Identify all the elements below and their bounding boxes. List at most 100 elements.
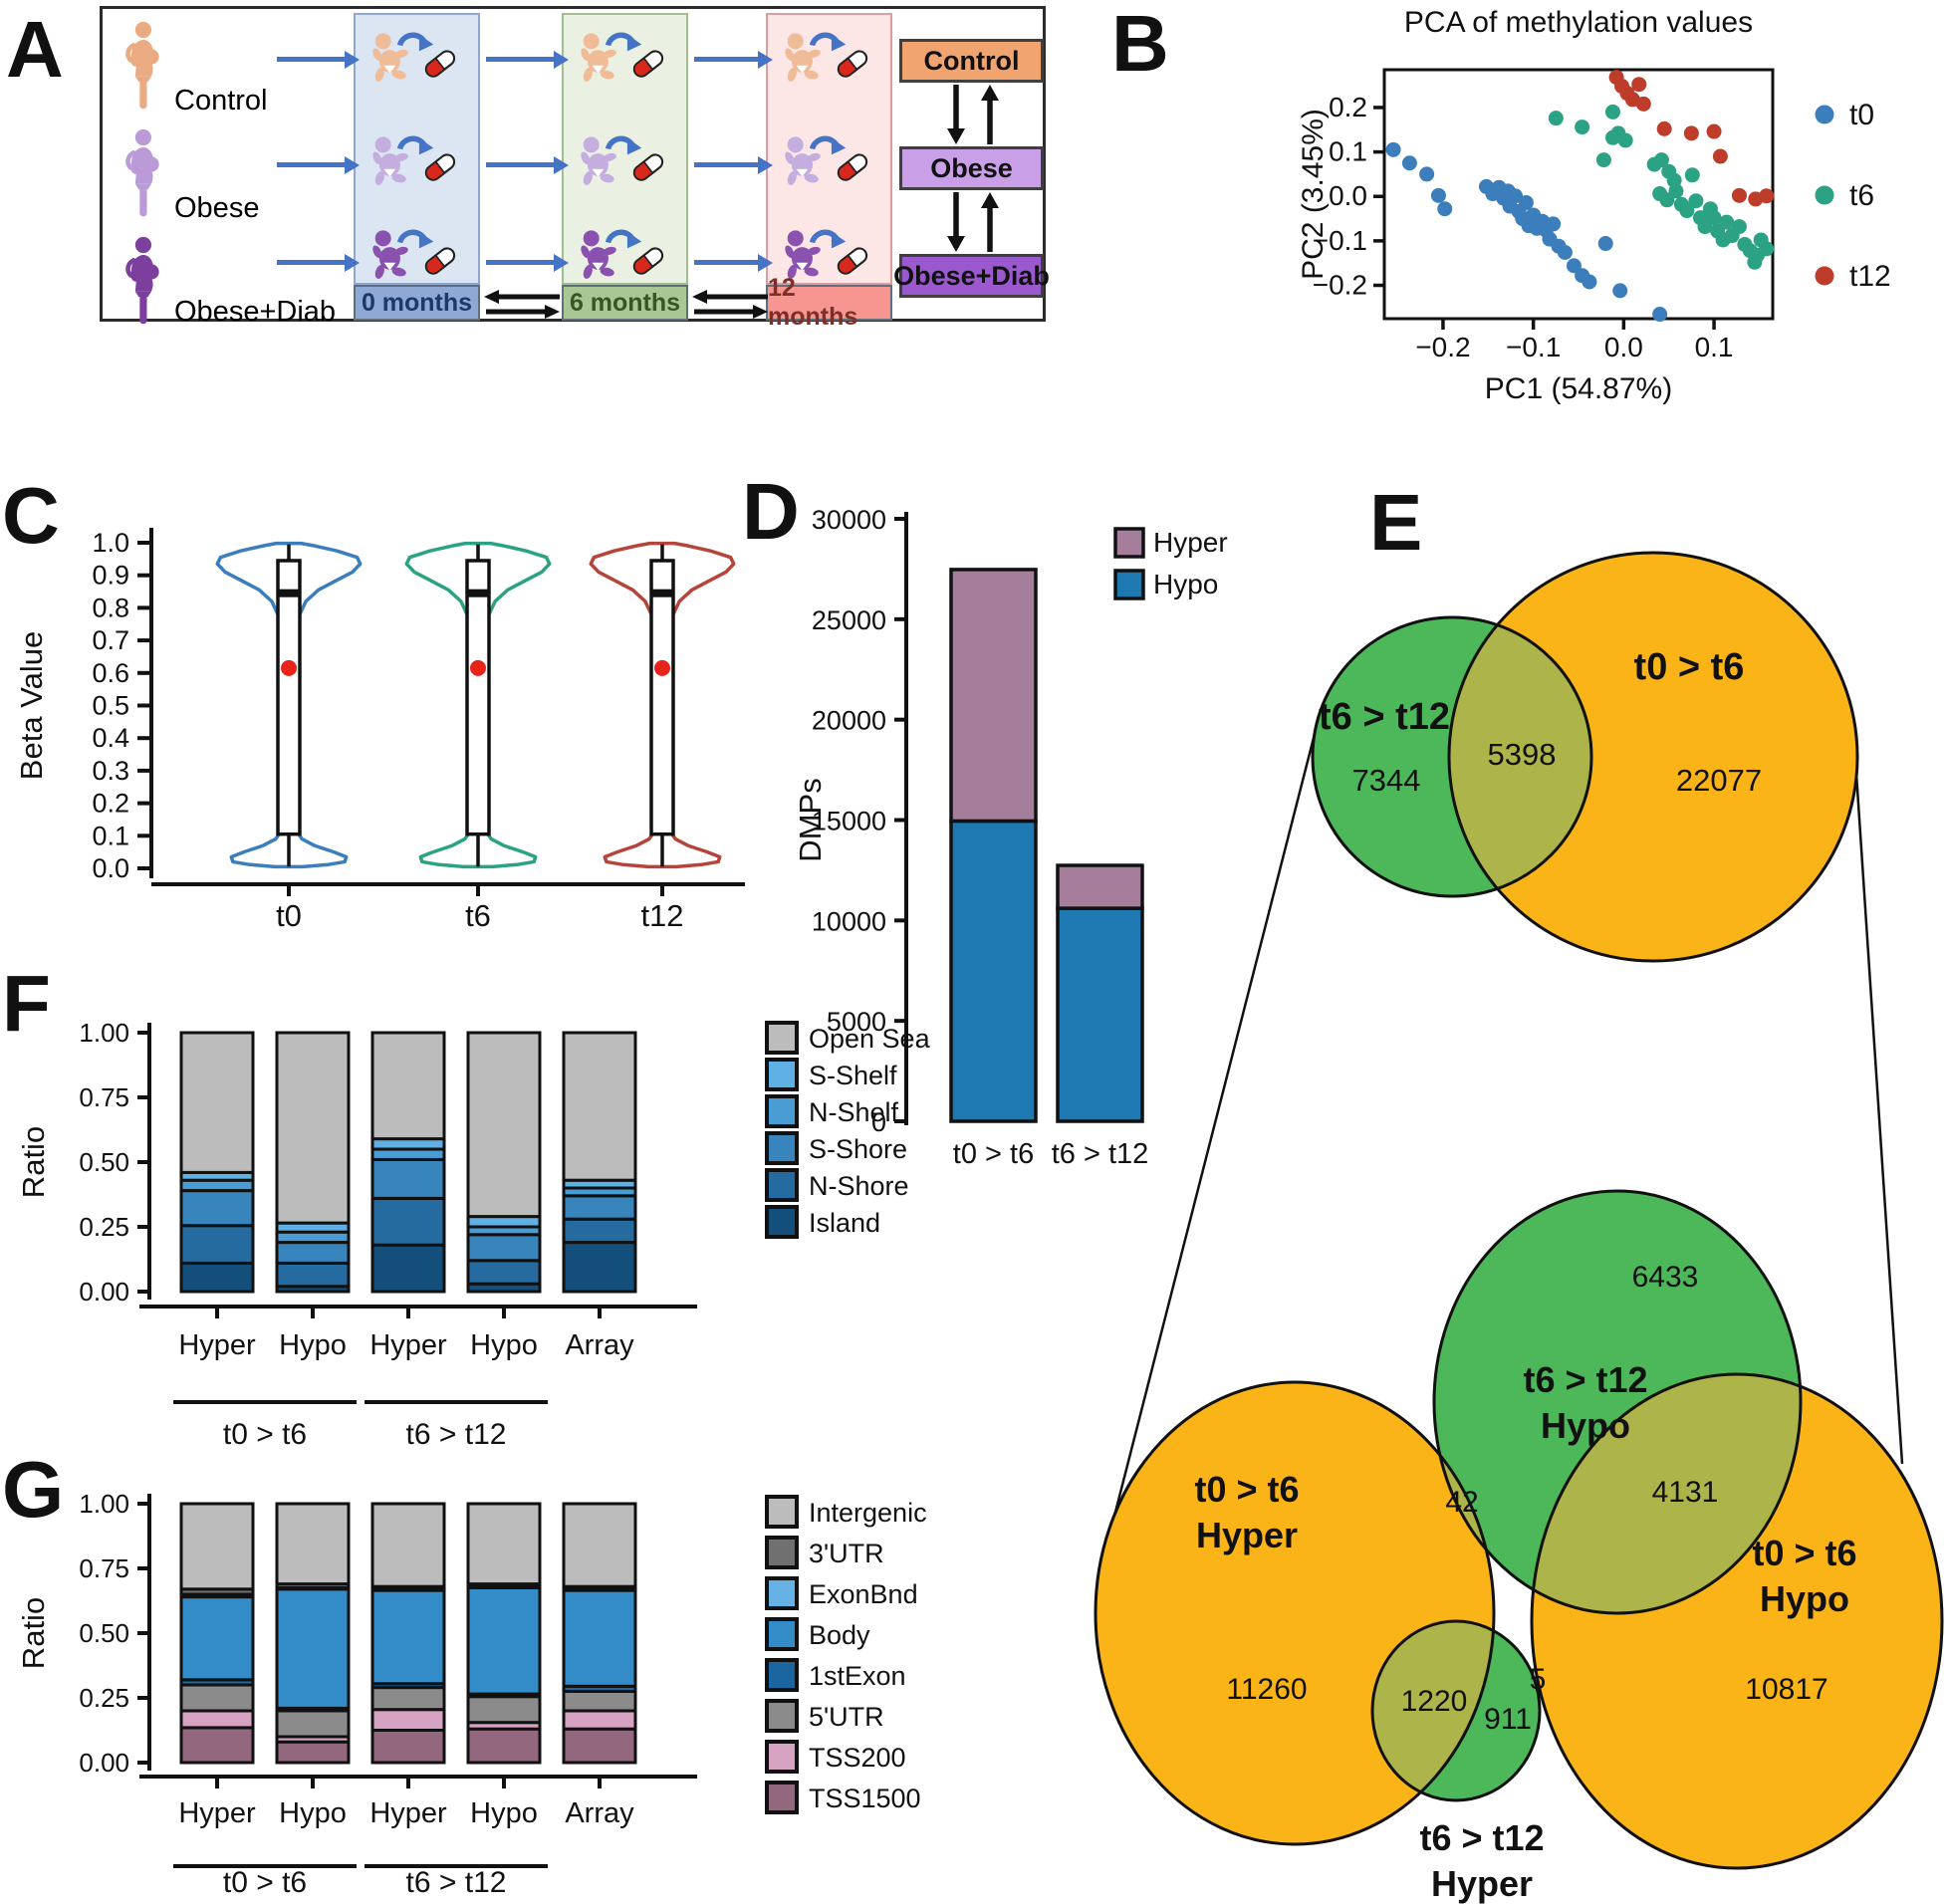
blood-sample-icon [632,50,664,78]
venn-set-t0t6 [1449,553,1857,961]
legend-label: TSS200 [809,1743,906,1773]
sampling-arrow-icon [605,32,642,52]
scatter-point-t6 [1719,214,1735,230]
blood-sample-icon [837,50,868,78]
y-tick-label: 0.75 [79,1553,129,1583]
legend-label: Island [809,1208,880,1238]
y-axis-label: Ratio [16,1126,51,1198]
dmps-stacked-bar-chart: 0 5000 10000 15000 20000 25000 30000 DMPs t0 > t… [793,505,1228,1170]
scatter-point-t0 [1385,141,1401,157]
flow-arrow-icon [694,50,773,69]
y-axis-label: Ratio [16,1597,51,1669]
venn-outline-hyper612 [1370,1619,1542,1802]
bar-segment-S-Shore [370,1157,446,1200]
group-label: t0 > t6 [223,1418,307,1451]
group-label: Control [174,85,268,117]
x-category-label: t12 [640,898,683,933]
bar-segment-N-Shore [466,1259,542,1286]
cpg-context-bar-chart: 0.00 0.25 0.50 0.75 1.00 Ratio Hyper Hypo Hyper H… [16,1018,931,1451]
scatter-point-t0 [1546,216,1562,232]
axis-line [1853,758,1904,1465]
sample-cell [372,32,456,82]
bar-segment-Open Sea [179,1031,255,1174]
scatter-point-t12 [1712,148,1728,164]
panel-label-e: E [1369,478,1423,567]
scatter-point-t0 [1612,283,1628,299]
timepoint-column-2 [766,13,892,285]
baby-icon [581,33,616,82]
flow-arrow-icon [277,50,360,69]
x-category-label: Array [565,1329,634,1361]
y-axis-label: DMPs [793,778,828,861]
timepoint-column-0 [354,13,480,285]
bar-segment-Island [179,1261,255,1294]
legend-swatch-5'UTR [765,1699,799,1733]
panel-a-study-design: Control Obese Obese+Diab 0 months 6 months 12… [100,6,1050,331]
x-category-label: Hyper [178,1797,256,1829]
x-category-label: Hypo [470,1329,538,1361]
y-tick-label: 0.00 [79,1748,129,1778]
blood-sample-icon [424,153,456,181]
y-tick-label: 0 [871,1107,886,1137]
bar-segment-TSS200 [179,1709,255,1730]
month-box-1: 6 months [562,285,688,321]
scatter-point-t6 [1688,193,1704,209]
venn-count: 22077 [1676,763,1762,798]
month-exchange-arrows-icon [692,290,768,319]
baby-icon [372,230,408,279]
bar-segment-5'UTR [179,1683,255,1713]
venn-set-label: t6 > t12 [1319,696,1450,738]
venn-overlap-count: 4131 [1652,1476,1719,1509]
bar-segment-S-Shelf [370,1137,446,1151]
bar-segment-S-Shore [466,1233,542,1263]
panel-label-d: D [742,467,800,556]
sampling-arrow-icon [605,229,642,249]
bar-segment-TSS1500 [275,1740,351,1765]
bar-segment-N-Shore [179,1224,255,1265]
scatter-point-t6 [1684,167,1700,183]
flow-arrow-icon [694,155,773,174]
y-tick-label: 0.50 [79,1147,129,1177]
bar-segment-Body [179,1595,255,1682]
bar-segment-Intergenic [370,1502,446,1588]
scatter-point-t6 [1653,152,1669,168]
venn-set-sublabel: Hypo [1760,1578,1849,1619]
venn-set-sublabel: Hypo [1541,1405,1630,1446]
y-tick-label: 0.8 [92,593,129,622]
sample-cell-wrap [776,224,875,293]
axis-line [1108,733,1317,1533]
scatter-point-t0 [1597,236,1613,252]
sample-cell [581,229,664,279]
scatter-point-t0 [1437,201,1453,217]
y-tick-label: 0.00 [79,1277,129,1307]
scatter-point-t6 [1595,152,1611,168]
panel-label-g: G [2,1445,65,1534]
gene-feature-bar-chart: 0.00 0.25 0.50 0.75 1.00 Ratio Hyper Hypo Hyper H… [16,1489,927,1899]
legend-label: t12 [1849,260,1891,293]
scatter-point-t12 [1635,96,1651,112]
x-category-label: t0 [276,898,302,933]
x-category-label: t6 > t12 [1052,1138,1149,1170]
bar-segment-5'UTR [562,1690,637,1713]
venn-overlap-count: 5398 [1488,737,1557,772]
baby-icon [785,230,821,279]
y-tick-label: 1.00 [79,1489,129,1519]
box-plot [465,559,491,836]
bar-segment-S-Shore [562,1194,637,1221]
sample-cell-wrap [364,224,463,293]
legend-label: N-Shore [809,1171,909,1201]
bar-segment-TSS1500 [179,1726,255,1765]
scatter-point-t6 [1668,183,1684,199]
month-box-2: 12 months [766,274,892,331]
baby-icon [372,33,408,82]
bar-segment-5'UTR [275,1709,351,1739]
x-tick-label: 0.0 [1604,332,1643,362]
group-icon-0 [117,21,168,116]
bar-segment-Open Sea [562,1031,637,1182]
y-tick-label: 0.5 [92,691,129,721]
scatter-point-t12 [1683,125,1699,141]
flow-arrow-icon [486,155,569,174]
baby-icon [785,136,821,185]
comparison-arrows-icon [947,192,999,252]
legend-label: ExonBnd [809,1579,918,1609]
